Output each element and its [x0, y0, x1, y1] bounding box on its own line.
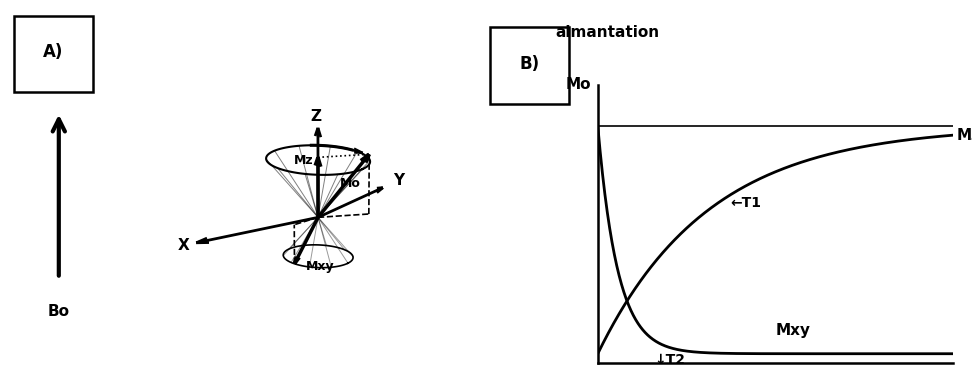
Text: ↓T2: ↓T2 — [654, 354, 685, 367]
Text: Mz: Mz — [957, 128, 972, 143]
Text: ←T1: ←T1 — [731, 196, 762, 210]
Text: almantation: almantation — [555, 25, 659, 41]
FancyBboxPatch shape — [14, 16, 93, 92]
FancyBboxPatch shape — [491, 27, 569, 104]
Text: Bo: Bo — [48, 303, 70, 318]
Text: B): B) — [520, 55, 539, 73]
Text: Mxy: Mxy — [776, 323, 811, 338]
Text: Mo: Mo — [565, 78, 591, 92]
Text: A): A) — [44, 43, 63, 61]
